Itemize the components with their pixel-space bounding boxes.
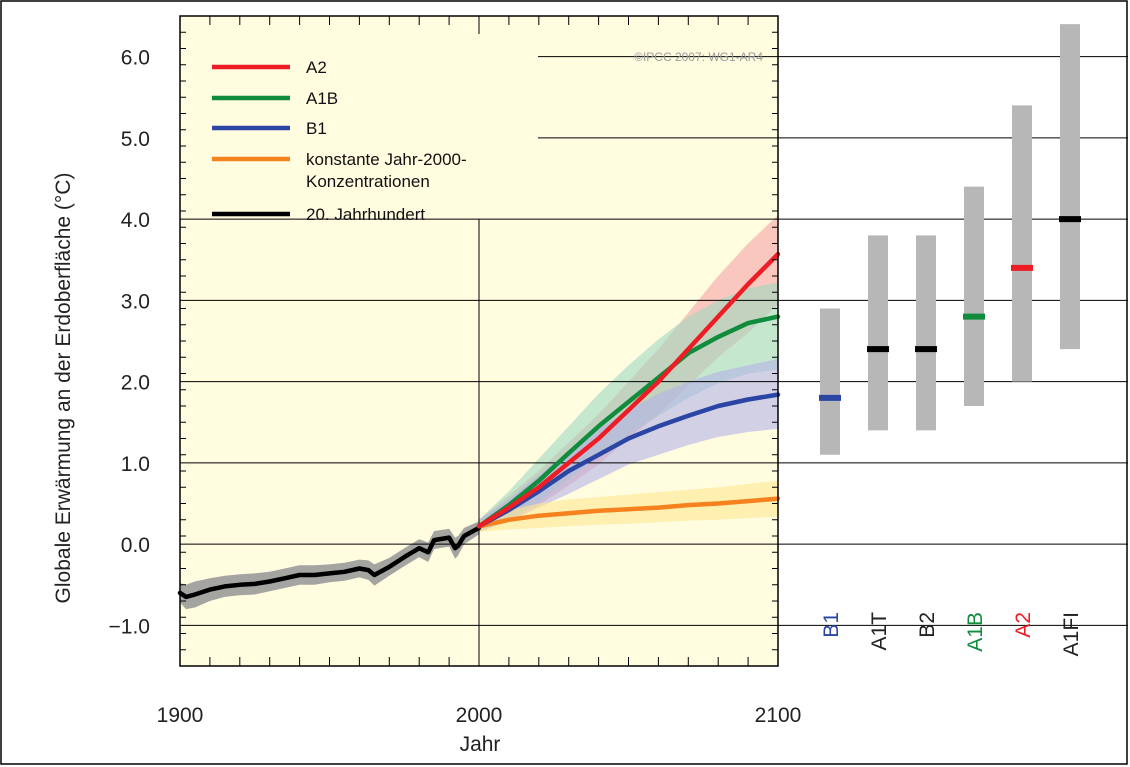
- band-konstante-jahr-2000-konzentrationen: [479, 480, 778, 532]
- x-tick-label: 2000: [456, 704, 503, 727]
- credit-text: ©IPCC 2007: WG1-AR4: [634, 50, 763, 64]
- best-estimate-b1: [819, 394, 841, 401]
- legend-label: A2: [306, 58, 327, 77]
- band-20-jahrhundert: [180, 521, 479, 610]
- band-a2: [479, 215, 778, 532]
- series-line-b1: [476, 392, 781, 529]
- x-tick-labels: 1900 2000 2100: [157, 704, 802, 727]
- series-line-a1b: [476, 314, 781, 529]
- y-tick-label: 0.0: [121, 534, 150, 557]
- range-bar-b1: [820, 308, 840, 455]
- best-estimate-a2: [1011, 264, 1033, 271]
- x-axis-title: Jahr: [460, 733, 501, 756]
- legend-label: konstante Jahr-2000-: [306, 150, 467, 169]
- y-axis-title: Globale Erwärmung an der Erdoberfläche (…: [52, 173, 75, 604]
- series-line-a2: [476, 251, 781, 529]
- range-bar-a1b: [964, 186, 984, 406]
- scenario-label-a1b: A1B: [964, 612, 987, 652]
- legend-label: B1: [306, 119, 327, 138]
- legend-label: Konzentrationen: [306, 172, 430, 191]
- series-line-konstante-jahr-2000-konzentrationen: [476, 496, 781, 529]
- legend-label: 20. Jahrhundert: [306, 205, 425, 224]
- y-tick-labels: 6.0 5.0 4.0 3.0 2.0 1.0 0.0 −1.0: [109, 47, 150, 639]
- y-tick-label: −1.0: [109, 615, 150, 638]
- legend: A2 A1B B1 konstante Jahr-2000- Konzentration…: [212, 58, 467, 224]
- best-estimate-a1fi: [1059, 216, 1081, 223]
- y-tick-label: 3.0: [121, 290, 150, 313]
- range-bar-a1t: [868, 235, 888, 431]
- series-lines: [177, 251, 781, 600]
- x-tick-label: 2100: [755, 704, 802, 727]
- y-tick-label: 1.0: [121, 453, 150, 476]
- y-tick-label: 4.0: [121, 209, 150, 232]
- y-tick-label: 2.0: [121, 372, 150, 395]
- range-bar-a2: [1012, 105, 1032, 382]
- best-estimate-a1b: [963, 313, 985, 320]
- y-tick-label: 5.0: [121, 128, 150, 151]
- scenario-label-b1: B1: [820, 612, 843, 638]
- scenario-range-bars: [819, 24, 1081, 455]
- axis-ticks: [179, 15, 779, 667]
- best-estimate-b2: [915, 346, 937, 353]
- band-b1: [479, 358, 778, 532]
- scenario-label-a2: A2: [1012, 612, 1035, 638]
- range-bar-a1fi: [1060, 24, 1080, 350]
- best-estimate-a1t: [867, 346, 889, 353]
- scenario-label-a1t: A1T: [868, 612, 891, 651]
- scenario-label-b2: B2: [916, 612, 939, 638]
- range-bar-b2: [916, 235, 936, 431]
- series-line-20-jahrhundert: [177, 525, 482, 600]
- scenario-labels: B1 A1T B2 A1B A2 A1FI: [820, 612, 1083, 657]
- x-tick-label: 1900: [157, 704, 204, 727]
- legend-label: A1B: [306, 89, 338, 108]
- y-tick-label: 6.0: [121, 47, 150, 70]
- scenario-label-a1fi: A1FI: [1060, 612, 1083, 656]
